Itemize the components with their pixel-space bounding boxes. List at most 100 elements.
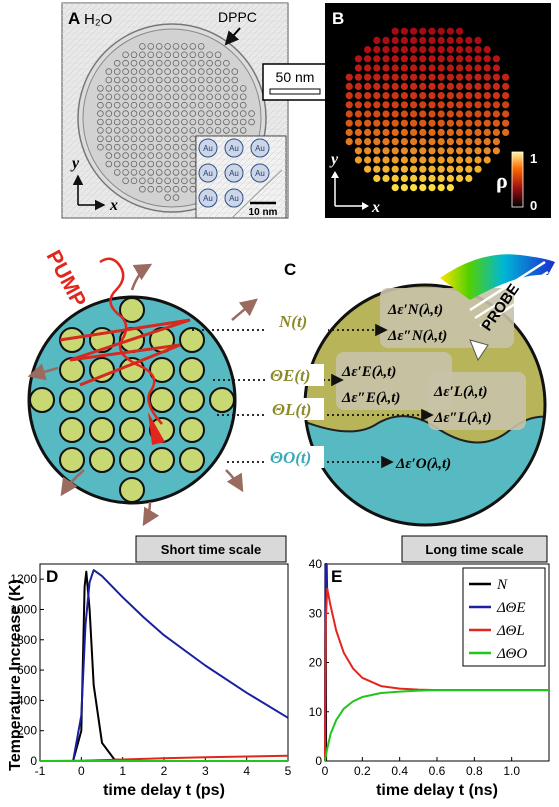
panel-c-label: C <box>284 260 296 279</box>
au-particle-outline <box>130 76 138 84</box>
au-particle-outline <box>139 51 146 59</box>
au-particle-outline <box>147 143 155 151</box>
nanosphere <box>89 447 115 473</box>
au-particle-outline <box>197 127 205 134</box>
legend-label: ΔΘE <box>496 600 526 616</box>
au-particle-outline <box>113 101 121 109</box>
density-dot <box>437 36 445 45</box>
density-dot <box>354 64 362 72</box>
colorbar-max: 1 <box>530 151 537 166</box>
au-particle-outline <box>164 43 171 50</box>
density-dot <box>364 101 372 109</box>
density-dot <box>446 82 454 90</box>
au-particle-outline <box>130 169 138 176</box>
series-line-1 <box>72 569 289 762</box>
density-dot <box>492 82 500 90</box>
au-particle-outline <box>147 169 155 176</box>
au-particle-outline <box>172 93 180 101</box>
density-dot <box>492 73 500 81</box>
au-particle-outline <box>130 101 138 109</box>
au-particle-outline <box>155 118 163 126</box>
density-dot <box>456 101 464 109</box>
au-particle-outline <box>181 118 188 126</box>
density-dot <box>437 119 445 127</box>
density-dot <box>456 138 464 146</box>
density-dot <box>382 73 390 81</box>
au-particle-outline <box>239 118 247 126</box>
au-particle-outline <box>122 68 129 75</box>
density-dot <box>354 119 362 127</box>
var-e-bg <box>266 364 324 386</box>
au-particle-outline <box>172 160 180 168</box>
au-particle-outline <box>122 143 129 151</box>
density-dot <box>456 46 464 54</box>
density-dot <box>456 119 464 127</box>
y-tick-label: 0 <box>315 754 322 768</box>
au-particle-outline <box>214 127 222 134</box>
density-dot <box>410 36 418 45</box>
density-dot <box>492 64 500 72</box>
au-particle-outline <box>172 68 180 75</box>
au-particle-outline <box>164 194 171 201</box>
density-dot <box>400 101 408 109</box>
au-particle-outline <box>130 110 138 117</box>
au-particle-outline <box>147 93 155 101</box>
au-particle-outline <box>147 110 155 117</box>
density-dot <box>492 128 500 136</box>
density-dot <box>373 110 381 118</box>
au-particle-outline <box>122 76 129 84</box>
au-particle-outline <box>105 101 113 109</box>
density-dot <box>428 147 436 155</box>
au-particle-outline <box>97 127 104 134</box>
au-particle-outline <box>155 160 163 168</box>
au-particle-outline <box>139 169 146 176</box>
nanosphere <box>119 447 145 473</box>
au-particle-outline <box>239 101 247 109</box>
density-dot <box>456 156 464 164</box>
density-dot <box>474 156 482 164</box>
density-dot <box>428 36 436 45</box>
au-label: Au <box>203 194 213 203</box>
x-tick-label: 0 <box>322 764 329 778</box>
au-particle-outline <box>164 185 171 193</box>
density-dot <box>364 147 372 155</box>
density-dot <box>437 82 445 90</box>
density-dot <box>437 156 445 164</box>
au-particle-outline <box>155 143 163 151</box>
density-dot <box>400 147 408 155</box>
density-dot <box>364 128 372 136</box>
density-dot <box>364 64 372 72</box>
density-dot <box>364 92 372 100</box>
density-dot <box>391 110 399 118</box>
au-particle-outline <box>189 85 197 92</box>
density-dot <box>345 101 353 109</box>
au-particle-outline <box>113 68 121 75</box>
density-dot <box>345 138 353 146</box>
density-dot <box>474 165 482 173</box>
y-tick-label: 20 <box>309 656 323 670</box>
au-particle-outline <box>97 93 104 101</box>
au-particle-outline <box>113 118 121 126</box>
density-dot <box>391 138 399 146</box>
x-tick-label: 4 <box>243 764 250 778</box>
au-particle-outline <box>189 118 197 126</box>
au-particle-outline <box>130 135 138 143</box>
density-dot <box>483 92 491 100</box>
au-particle-outline <box>181 127 188 134</box>
eps-o-real: Δε′O(λ,t) <box>395 456 451 472</box>
au-particle-outline <box>97 118 104 126</box>
density-dot <box>419 110 427 118</box>
density-dot <box>446 156 454 164</box>
au-label: Au <box>203 144 213 153</box>
density-dot <box>483 119 491 127</box>
density-dot <box>382 174 390 182</box>
au-particle-outline <box>223 118 230 126</box>
density-dot <box>419 82 427 90</box>
panel-b: B y x ρ 1 0 <box>325 3 551 218</box>
au-particle-outline <box>172 118 180 126</box>
density-dot <box>382 128 390 136</box>
eps-box-l <box>428 372 526 430</box>
au-particle <box>224 163 244 183</box>
au-particle-outline <box>130 143 138 151</box>
density-dot <box>437 165 445 173</box>
